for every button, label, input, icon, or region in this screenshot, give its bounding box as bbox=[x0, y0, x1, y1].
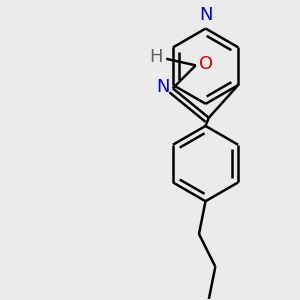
Text: H: H bbox=[149, 48, 163, 66]
Text: N: N bbox=[199, 6, 212, 24]
Text: O: O bbox=[199, 55, 213, 73]
Text: N: N bbox=[156, 78, 169, 96]
